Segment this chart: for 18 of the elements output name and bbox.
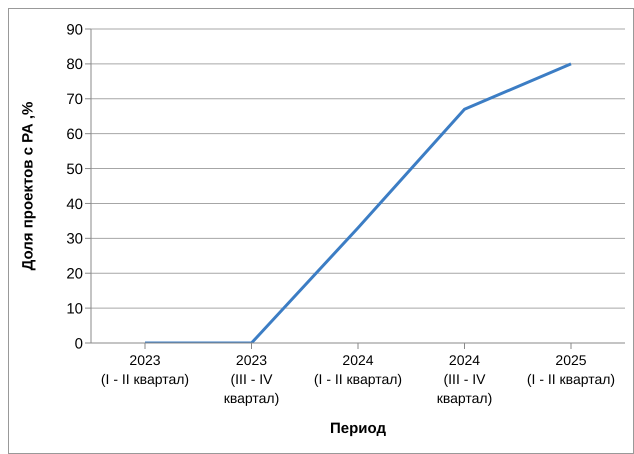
x-tick-label: 2025 (I - II квартал) [526,352,616,387]
x-tick-label: 2023 (III - IV квартал) [224,352,280,406]
y-tick-label: 10 [66,300,83,318]
y-tick-label: 90 [66,21,83,38]
y-tick-label: 0 [74,335,83,352]
y-tick-label: 50 [66,160,83,178]
line-series [144,62,572,343]
x-axis-title: Период [330,420,386,437]
y-tick-label: 30 [66,230,83,248]
y-tick-label: 60 [66,126,83,143]
x-tick-label: 2023 (I - II квартал) [100,352,190,387]
y-tick-label: 40 [66,196,83,213]
y-tick-label: 80 [66,56,83,74]
x-tick-label: 2024 (I - II квартал) [314,352,402,387]
y-tick-label: 20 [66,266,83,283]
x-tick-label: 2024 (III - IV квартал) [436,352,492,406]
y-axis-title: Доля проектов с РА ,% [19,102,36,270]
y-tick-label: 70 [66,91,83,108]
